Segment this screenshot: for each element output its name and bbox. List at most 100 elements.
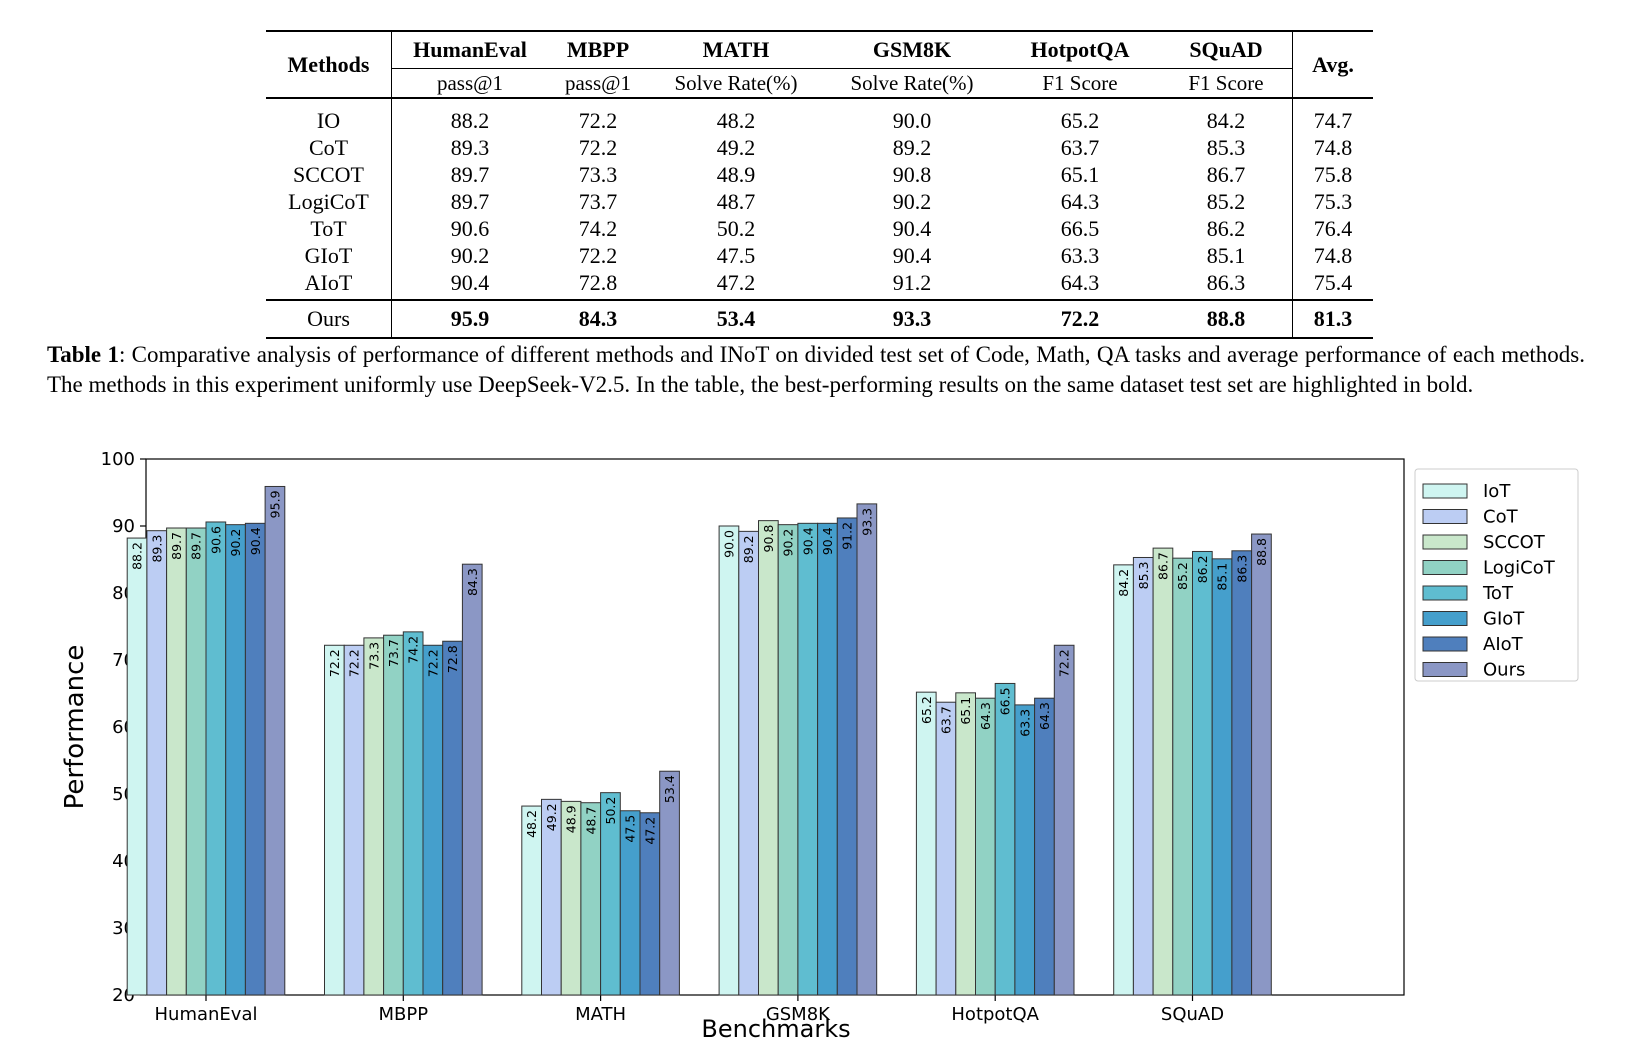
bar-value-label: 88.8 — [1254, 538, 1269, 566]
value-cell: 85.2 — [1206, 188, 1246, 214]
bar-value-label: 90.6 — [208, 526, 223, 554]
avg-cell: 75.3 — [1292, 188, 1373, 215]
value-cell: 63.7 — [1060, 134, 1100, 160]
value-cell: 89.7 — [450, 188, 490, 214]
legend-swatch — [1422, 483, 1468, 499]
x-axis-label: Benchmarks — [701, 1015, 850, 1043]
bar — [975, 697, 996, 996]
dataset-header: HotpotQA — [1000, 31, 1160, 69]
bar — [1211, 558, 1233, 996]
bar-value-label: 64.3 — [1037, 702, 1052, 730]
value-cell: 90.2 — [450, 242, 490, 268]
table-row: IO 88.2 72.2 48.2 90.0 65.2 84.2 74.7 — [266, 98, 1373, 134]
metric-header: Solve Rate(%) — [850, 70, 974, 95]
legend-label: ToT — [1482, 583, 1514, 604]
value-cell: 47.5 — [716, 242, 756, 268]
bar — [146, 530, 168, 996]
bar-value-label: 86.3 — [1234, 555, 1249, 583]
bar-value-label: 93.3 — [859, 508, 874, 536]
bar — [442, 640, 463, 996]
value-cell: 72.8 — [578, 269, 618, 295]
value-cell: 48.2 — [716, 107, 756, 133]
value-cell: 90.4 — [892, 215, 932, 241]
bar-value-label: 89.7 — [169, 532, 184, 560]
bar — [1132, 556, 1154, 996]
bar — [955, 692, 976, 996]
legend-swatch — [1422, 534, 1468, 550]
value-cell: 84.2 — [1206, 107, 1246, 133]
table-row: ToT 90.6 74.2 50.2 90.4 66.5 86.2 76.4 — [266, 215, 1373, 242]
bar — [343, 644, 365, 996]
bar-value-label: 89.3 — [149, 535, 164, 563]
value-cell: 72.2 — [578, 242, 618, 268]
bar-value-label: 72.2 — [327, 649, 342, 677]
bar-value-label: 86.7 — [1155, 552, 1170, 580]
bar-value-label: 65.1 — [958, 697, 973, 725]
bar-value-label: 84.2 — [1116, 569, 1131, 597]
bar — [1251, 533, 1272, 996]
value-cell: 85.3 — [1206, 134, 1246, 160]
y-axis-label: Performance — [60, 645, 90, 810]
bar — [205, 521, 227, 996]
bar — [797, 522, 819, 996]
bar-value-label: 63.7 — [938, 706, 953, 734]
bar — [383, 634, 404, 996]
value-cell: 90.2 — [892, 188, 932, 214]
value-cell: 90.6 — [450, 215, 490, 241]
method-cell: CoT — [266, 134, 392, 161]
table-ours-section: Ours 95.9 84.3 53.4 93.3 72.2 88.8 81.3 — [266, 300, 1373, 338]
bar — [1192, 550, 1213, 996]
legend-swatch — [1422, 636, 1468, 652]
bar — [324, 644, 345, 996]
table-row: CoT 89.3 72.2 49.2 89.2 63.7 85.3 74.8 — [266, 134, 1373, 161]
bar — [718, 525, 740, 996]
bar-value-label: 65.2 — [919, 696, 934, 724]
bar-value-label: 90.4 — [248, 527, 263, 555]
value-cell: 47.2 — [716, 269, 756, 295]
value-cell: 48.9 — [716, 161, 756, 187]
caption-text: : Comparative analysis of performance of… — [47, 342, 1585, 397]
bar — [126, 537, 148, 996]
bar — [758, 520, 779, 996]
bar — [994, 682, 1016, 996]
x-tick-label: SQuAD — [1161, 1004, 1224, 1025]
legend-label: SCCOT — [1483, 532, 1546, 553]
metric-header: pass@1 — [564, 70, 631, 95]
avg-cell: 75.4 — [1292, 269, 1373, 300]
bar-value-label: 47.2 — [642, 817, 657, 845]
value-cell: 63.3 — [1060, 242, 1100, 268]
value-cell: 65.2 — [1060, 107, 1100, 133]
method-cell: AIoT — [266, 269, 392, 300]
bar — [185, 527, 207, 996]
bar-value-label: 50.2 — [603, 797, 618, 825]
value-cell: 72.2 — [578, 134, 618, 160]
method-cell: SCCOT — [266, 161, 392, 188]
bar-value-label: 72.2 — [347, 649, 362, 677]
value-cell: 48.7 — [716, 188, 756, 214]
bar-value-label: 90.2 — [781, 529, 796, 557]
legend-label: AIoT — [1483, 634, 1524, 655]
bar-value-label: 73.7 — [386, 639, 401, 667]
bar — [659, 770, 680, 996]
bar-value-label: 90.4 — [800, 527, 815, 555]
bar — [422, 644, 444, 996]
value-cell: 49.2 — [716, 134, 756, 160]
bar-value-label: 85.3 — [1136, 561, 1151, 589]
table-header: Methods HumanEval MBPP MATH GSM8K Hotpot… — [266, 31, 1373, 98]
value-cell: 90.8 — [892, 161, 932, 187]
legend-label: LogiCoT — [1483, 558, 1556, 579]
bar-value-label: 49.2 — [544, 803, 559, 831]
value-cell: 72.2 — [1060, 306, 1100, 331]
method-cell: Ours — [266, 300, 392, 338]
dataset-header: MBPP — [548, 31, 648, 69]
value-cell: 86.3 — [1206, 269, 1246, 295]
avg-cell: 74.8 — [1292, 134, 1373, 161]
value-cell: 88.8 — [1206, 306, 1246, 331]
value-cell: 73.7 — [578, 188, 618, 214]
value-cell: 53.4 — [716, 306, 756, 331]
legend-swatch — [1422, 509, 1468, 524]
bar — [225, 524, 246, 996]
method-cell: LogiCoT — [266, 188, 392, 215]
avg-cell: 75.8 — [1292, 161, 1373, 188]
dataset-header: HumanEval — [391, 31, 548, 69]
